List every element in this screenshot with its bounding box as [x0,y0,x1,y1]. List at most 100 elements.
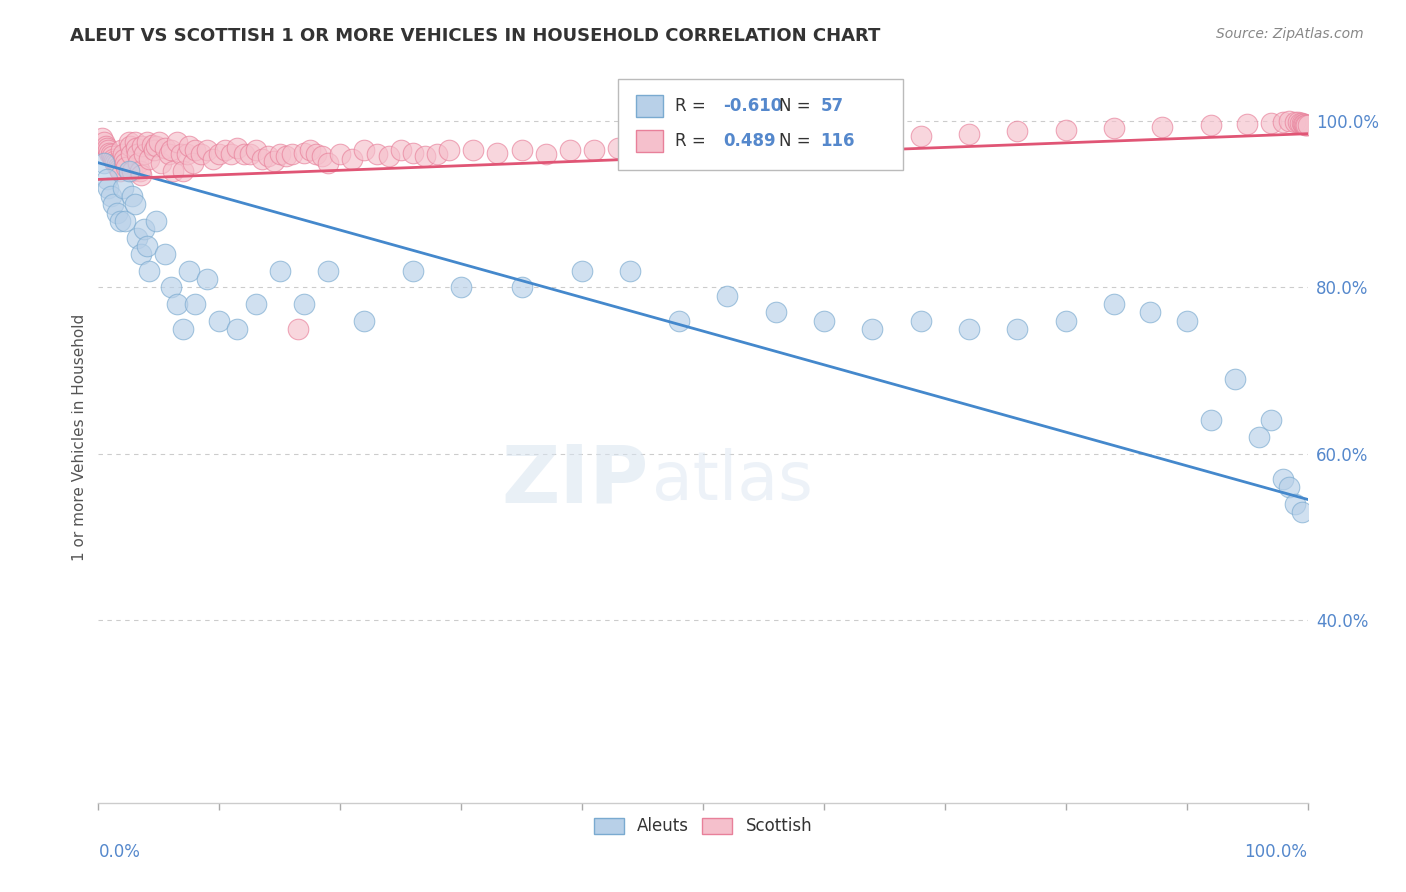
Point [1152,120,1174,134]
Point [179,139,201,153]
Point [1291,116,1313,130]
Point [776,135,799,149]
Point [169,147,191,161]
Point [124,197,146,211]
Point [138,264,160,278]
Point [172,322,194,336]
Point [668,314,690,328]
Point [1199,413,1222,427]
Bar [637,95,664,117]
Point [179,264,201,278]
Point [107,160,129,174]
Text: -0.610: -0.610 [724,96,783,115]
Point [619,264,641,278]
Point [135,239,157,253]
Point [162,164,184,178]
Point [127,156,149,170]
Point [292,297,315,311]
Point [98,145,121,160]
Point [1272,115,1295,129]
Point [510,144,533,158]
Point [245,297,267,311]
Point [1249,430,1271,444]
Point [93,156,115,170]
Point [108,162,131,177]
Point [190,147,212,161]
Point [114,156,136,170]
Point [716,289,738,303]
Point [1278,480,1301,494]
Point [510,280,533,294]
Point [860,131,883,145]
Point [118,135,141,149]
Point [127,230,149,244]
Point [668,139,690,153]
Point [96,172,118,186]
Point [202,152,225,166]
Point [145,139,167,153]
Point [150,156,173,170]
Point [1291,505,1313,519]
Point [157,147,180,161]
Point [96,141,118,155]
Point [1223,372,1246,386]
Point [1054,122,1077,136]
Point [1292,117,1315,131]
Point [125,141,148,155]
Point [274,149,297,163]
Point [134,222,156,236]
Point [208,147,231,161]
Point [377,149,399,163]
Point [160,280,183,294]
Point [153,247,176,261]
Point [1286,115,1309,129]
Point [413,149,436,163]
Point [704,137,727,152]
Point [305,147,328,161]
Point [269,147,291,161]
Text: ZIP: ZIP [502,442,648,520]
Point [105,205,128,219]
Point [1260,116,1282,130]
Point [402,145,425,160]
Point [131,139,153,153]
Point [232,147,254,161]
Point [583,144,606,158]
Point [118,139,141,153]
Point [127,147,149,161]
Point [1284,115,1306,129]
Point [108,214,131,228]
Point [316,264,339,278]
Point [104,156,127,170]
Point [353,314,375,328]
Point [256,149,278,163]
Point [166,135,188,149]
Point [97,144,120,158]
Point [141,137,163,152]
Point [100,147,122,161]
Point [100,149,122,163]
Point [1236,117,1258,131]
Point [486,145,509,160]
Point [153,141,176,155]
Point [226,322,249,336]
Point [269,264,291,278]
Point [910,129,932,144]
Point [111,147,134,161]
Point [214,144,236,158]
Point [1007,124,1029,138]
Point [1294,118,1316,132]
Point [138,152,160,166]
Point [389,144,412,158]
Point [426,147,449,161]
Point [329,147,352,161]
Point [114,214,136,228]
Point [910,314,932,328]
Point [558,144,581,158]
Y-axis label: 1 or more Vehicles in Household: 1 or more Vehicles in Household [72,313,87,561]
Point [263,154,285,169]
Point [160,144,183,158]
Point [97,180,120,194]
Point [353,144,375,158]
Point [402,264,425,278]
